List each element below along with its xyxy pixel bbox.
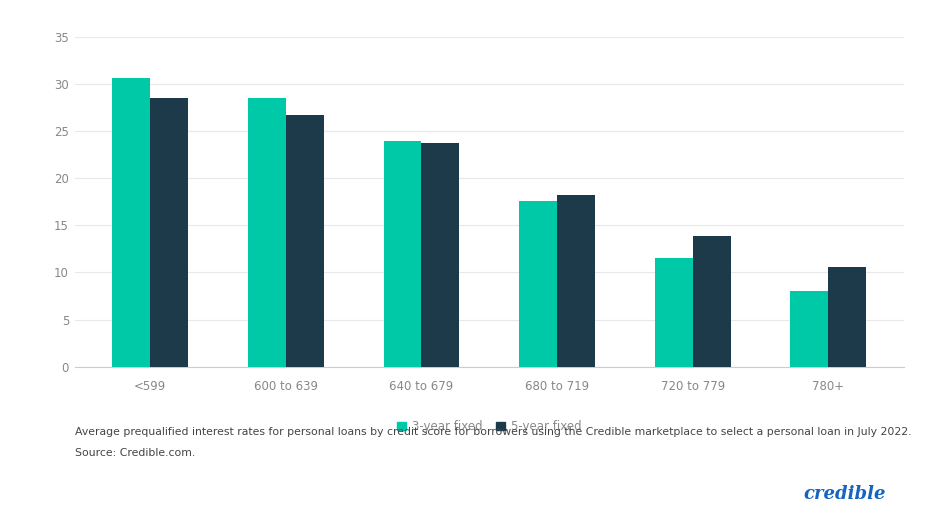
Bar	[790, 291, 829, 367]
Legend: 3-year fixed, 5-year fixed: 3-year fixed, 5-year fixed	[392, 416, 586, 438]
Bar	[248, 98, 286, 367]
Bar	[829, 267, 867, 367]
Bar	[421, 143, 459, 367]
Text: Average prequalified interest rates for personal loans by credit score for borro: Average prequalified interest rates for …	[75, 427, 911, 437]
Bar	[112, 78, 150, 367]
Bar	[655, 258, 692, 367]
Text: Source: Credible.com.: Source: Credible.com.	[75, 448, 195, 458]
Text: credible: credible	[802, 485, 885, 503]
Bar	[519, 201, 557, 367]
Bar	[383, 141, 421, 367]
Bar	[150, 98, 188, 367]
Bar	[557, 195, 596, 367]
Bar	[286, 115, 323, 367]
Bar	[692, 236, 731, 367]
